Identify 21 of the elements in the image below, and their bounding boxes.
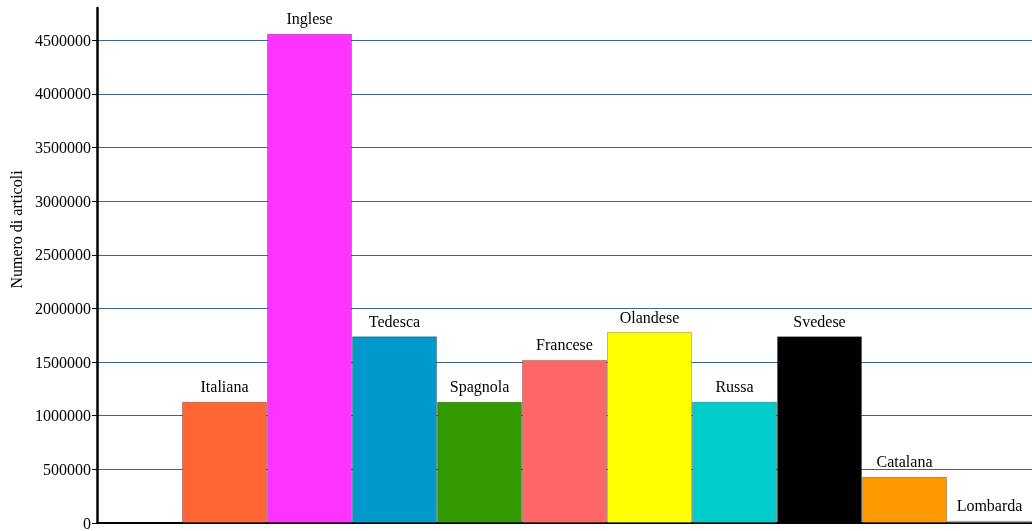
y-tick-label: 4000000 (35, 85, 91, 103)
y-tick-label: 0 (83, 514, 91, 531)
y-axis-title: Numero di articoli (7, 169, 25, 289)
y-tick-label: 500000 (43, 460, 91, 478)
x-tick-label: Olandese (619, 308, 680, 326)
x-tick-label: Svedese (793, 312, 846, 330)
y-tick-label: 4500000 (35, 31, 91, 49)
x-tick-label: Spagnola (449, 378, 510, 397)
y-tick-label: 3500000 (35, 138, 91, 156)
y-tick-label: 1000000 (35, 407, 91, 425)
x-tick-label: Francese (536, 336, 593, 354)
y-tick-label: 1500000 (35, 353, 91, 371)
x-tick-label: Tedesca (368, 312, 421, 330)
x-tick-label: Italiana (200, 378, 249, 396)
x-tick-label: Inglese (286, 10, 333, 29)
x-tick-label: Lombarda (956, 497, 1023, 515)
y-tick-label: 2500000 (35, 246, 91, 264)
y-tick-label: 2000000 (35, 299, 91, 317)
x-tick-label: Russa (715, 378, 754, 396)
x-tick-label: Catalana (876, 453, 933, 471)
y-tick-label: 3000000 (35, 192, 91, 210)
